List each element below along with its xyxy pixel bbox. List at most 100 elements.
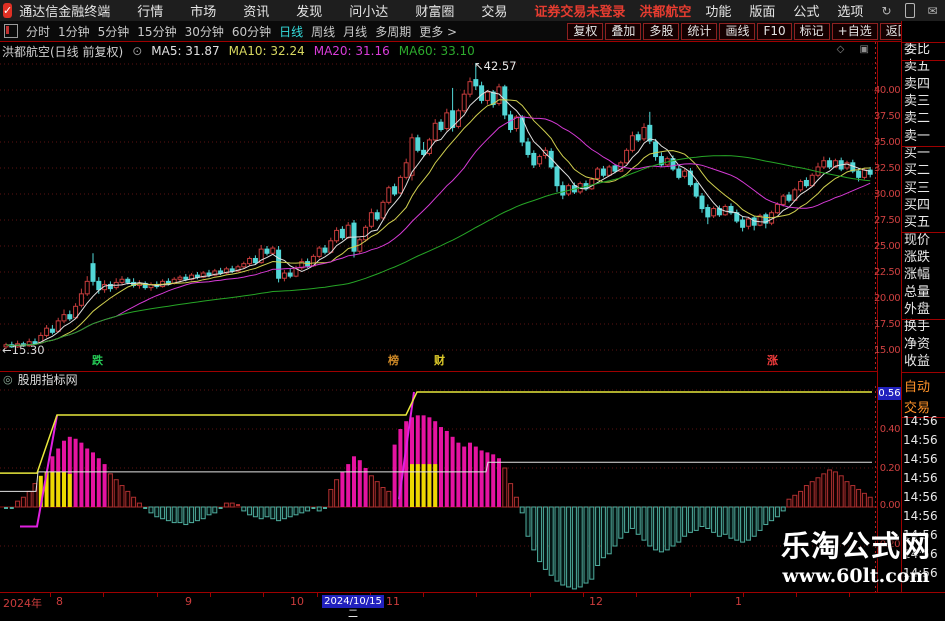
menu-item[interactable]: 财富圈 — [415, 5, 455, 20]
toolbar-button[interactable]: 多股 — [643, 22, 680, 40]
date-tick-label: 8 — [56, 595, 63, 608]
mobile-icon[interactable] — [904, 3, 915, 18]
date-tick-label: 9 — [185, 595, 192, 608]
sidebar-row-label: 收益 — [904, 354, 931, 369]
current-stock-name[interactable]: 洪都航空 — [639, 5, 692, 20]
candle — [84, 276, 90, 296]
sidebar-row-label: 卖三 — [904, 94, 931, 109]
menu-item[interactable]: 市场 — [190, 5, 217, 20]
toolbar-button[interactable]: F10 — [757, 22, 792, 40]
refresh-icon[interactable]: ↻ — [881, 3, 892, 18]
sidebar-divider — [902, 372, 945, 373]
axis-tick — [690, 593, 691, 597]
candle — [241, 261, 247, 269]
candle — [705, 204, 711, 225]
sidebar-row-tab[interactable]: 交易 — [904, 401, 931, 416]
event-marker[interactable]: 榜 — [388, 353, 399, 367]
candle — [612, 163, 618, 174]
candle — [653, 138, 659, 161]
sidebar-separator-line — [901, 21, 902, 609]
mail-icon[interactable]: ✉ — [927, 3, 938, 18]
toolbar-button[interactable]: +自选 — [831, 22, 878, 40]
price-tick-label: 35.00 — [874, 137, 901, 148]
menu-bar: ✓ 通达信金融终端 行情 市场 资讯 发现 问小达 财富圈 交易 证券交易未登录 洪都航空 功… — [0, 0, 945, 22]
candle — [774, 202, 780, 214]
toolbar-button[interactable]: 标记 — [793, 22, 830, 40]
sidebar-row-tab[interactable]: 自动 — [904, 380, 931, 395]
app-logo-icon: ✓ — [3, 3, 13, 18]
period-tab[interactable]: 月线 — [343, 24, 368, 39]
period-tabs: 分时 1分钟 5分钟 15分钟 30分钟 60分钟 日线 周线 月线 多周期 更多 > — [26, 23, 465, 40]
sidebar-divider — [902, 60, 945, 61]
period-tab[interactable]: 15分钟 — [137, 24, 177, 39]
candle — [467, 77, 473, 98]
price-tick-label: 30.00 — [874, 189, 901, 200]
period-tab[interactable]: 周线 — [311, 24, 336, 39]
period-tab[interactable]: 日线 — [279, 24, 304, 39]
menu-item[interactable]: 版面 — [749, 5, 776, 20]
period-tab[interactable]: 30分钟 — [184, 24, 224, 39]
axis-tick — [50, 593, 51, 597]
menu-item[interactable]: 资讯 — [243, 5, 270, 20]
period-tab[interactable]: 分时 — [26, 24, 51, 39]
tick-trade-time: 14:56 — [903, 414, 938, 428]
menu-item[interactable]: 功能 — [705, 5, 732, 20]
candle — [600, 165, 606, 178]
candle — [200, 270, 206, 279]
menu-item[interactable]: 发现 — [296, 5, 323, 20]
date-tick-label: 11 — [386, 595, 400, 608]
menu-item[interactable]: 选项 — [837, 5, 864, 20]
indicator-header[interactable]: ◎ 股朋指标网 — [0, 371, 878, 387]
menu-item[interactable]: 行情 — [137, 5, 164, 20]
axis-tick — [583, 593, 584, 597]
sidebar-row-label: 卖四 — [904, 77, 931, 92]
sidebar-divider — [902, 42, 945, 43]
candle — [606, 164, 612, 177]
indicator-tick-label: -0.20 — [876, 539, 901, 550]
candle — [455, 108, 461, 129]
toolbar-button[interactable]: 统计 — [681, 22, 718, 40]
candle — [107, 281, 113, 292]
period-tab[interactable]: 5分钟 — [97, 24, 130, 39]
sidebar-row-label: 涨跌 — [904, 250, 931, 265]
candle — [212, 268, 218, 277]
sidebar-row-label: 买三 — [904, 181, 931, 196]
candle — [786, 191, 792, 203]
indicator-tick-label: 0.40 — [879, 424, 901, 435]
sidebar-row-label: 买二 — [904, 163, 931, 178]
menu-item[interactable]: 问小达 — [349, 5, 389, 20]
candle — [502, 84, 508, 120]
indicator-chart[interactable] — [0, 386, 878, 592]
event-marker[interactable]: 涨 — [767, 353, 778, 367]
tick-trade-time: 14:56 — [903, 547, 938, 561]
menu-item[interactable]: 公式 — [793, 5, 820, 20]
candle — [26, 338, 32, 347]
toolbar-button[interactable]: 画线 — [719, 22, 756, 40]
price-tick-label: 27.50 — [874, 215, 901, 226]
period-tab[interactable]: 多周期 — [375, 24, 412, 39]
period-tab[interactable]: 1分钟 — [58, 24, 90, 39]
candle — [252, 255, 258, 265]
candle — [537, 154, 543, 167]
sidebar-divider — [902, 146, 945, 147]
menu-item[interactable]: 通达信金融终端 — [19, 5, 111, 20]
chart-corner-icons[interactable]: ◇ ▣ — [836, 44, 875, 55]
candle — [589, 177, 595, 190]
event-marker[interactable]: 跌 — [92, 353, 104, 367]
trade-login-status[interactable]: 证券交易未登录 — [534, 5, 626, 20]
candle — [299, 258, 305, 270]
period-tab[interactable]: 60分钟 — [231, 24, 272, 39]
layout-icon[interactable] — [4, 24, 18, 38]
candle — [160, 279, 166, 288]
candle — [473, 62, 479, 90]
svg-text:↖42.57: ↖42.57 — [474, 59, 517, 73]
axis-tick — [263, 593, 264, 597]
menu-item[interactable]: 交易 — [481, 5, 508, 20]
toolbar-button[interactable]: 复权 — [567, 22, 604, 40]
candle — [276, 246, 282, 283]
toolbar-button[interactable]: 叠加 — [605, 22, 642, 40]
candlestick-chart[interactable]: ↖42.57 ←15.30 跌 榜 财 涨 — [0, 42, 878, 371]
period-tab[interactable]: 更多 > — [419, 24, 458, 39]
candle — [763, 212, 769, 229]
event-marker[interactable]: 财 — [433, 353, 445, 367]
